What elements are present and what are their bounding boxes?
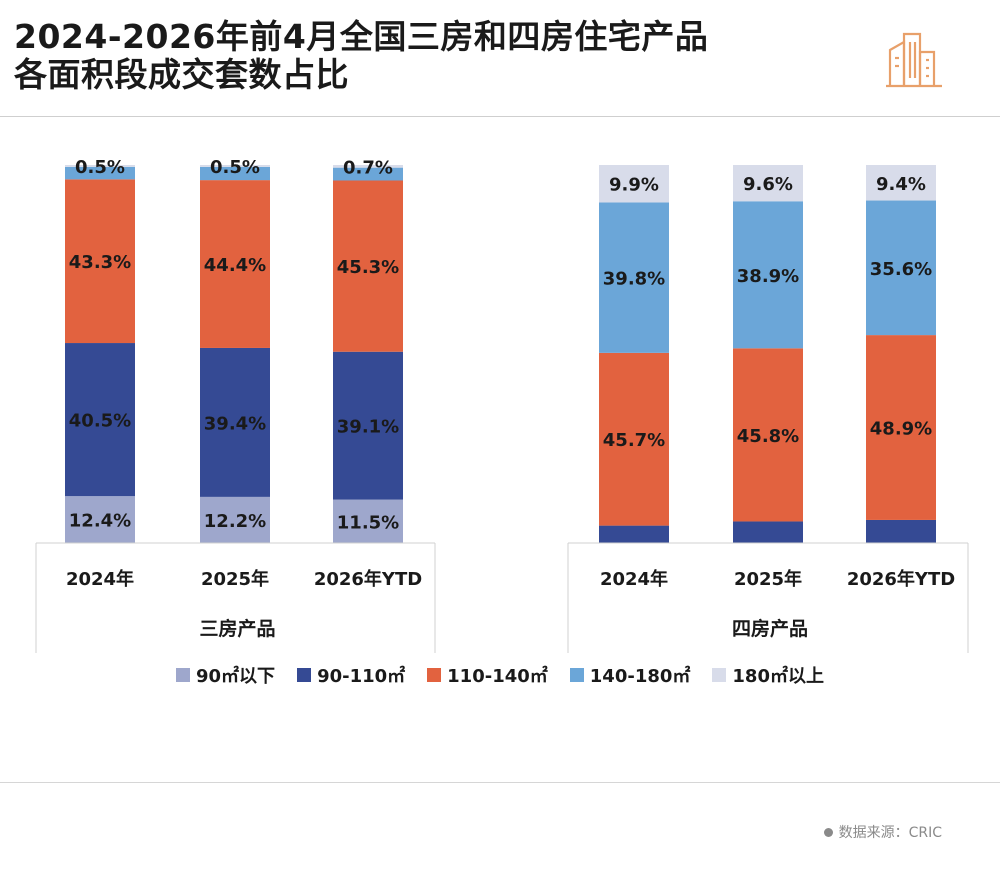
source-text: 数据来源：CRIC bbox=[838, 825, 942, 841]
data-label-1-1-1: 12.4% bbox=[69, 511, 131, 532]
chart-title: 2024-2026年前4月全国三房和四房住宅产品 各面积段成交套数占比 bbox=[14, 18, 708, 94]
bullet-dot-icon bbox=[823, 827, 833, 837]
data-label-1-1-3: 43.3% bbox=[69, 252, 131, 273]
source-note: 数据来源：CRIC bbox=[823, 822, 942, 842]
chart-legend: 90㎡以下 90-110㎡ 110-140㎡ 140-180㎡ 180㎡以上 bbox=[0, 662, 1000, 688]
legend-swatch-3 bbox=[427, 668, 442, 682]
bar-segment-1-3-3 bbox=[333, 180, 403, 352]
legend-item-2: 90-110㎡ bbox=[297, 662, 405, 688]
data-label-1-3-1: 11.5% bbox=[337, 512, 399, 533]
legend-label-3: 110-140㎡ bbox=[447, 666, 548, 687]
group-label-1: 三房产品 bbox=[199, 617, 275, 640]
data-label-2-2-5: 9.6% bbox=[743, 174, 793, 195]
data-label-1-2-2: 39.4% bbox=[204, 413, 266, 434]
data-label-1-2-5: 0.5% bbox=[210, 157, 260, 178]
bar-segment-2-3-4 bbox=[866, 200, 936, 336]
category-label-2-2: 2025年 bbox=[734, 568, 802, 590]
bar-segment-1-1-4 bbox=[65, 166, 135, 180]
data-label-2-1-4: 39.8% bbox=[603, 269, 665, 290]
data-label-1-3-5: 0.7% bbox=[343, 157, 393, 178]
data-label-1-1-2: 40.5% bbox=[69, 411, 131, 432]
data-label-1-1-5: 0.5% bbox=[75, 157, 125, 178]
bar-segment-1-1-3 bbox=[65, 179, 135, 344]
bar-segment-1-3-1 bbox=[333, 499, 403, 543]
data-label-2-3-4: 35.6% bbox=[870, 259, 932, 280]
data-label-1-2-1: 12.2% bbox=[204, 511, 266, 532]
bar-segment-1-3-5 bbox=[333, 165, 403, 168]
legend-item-1: 90㎡以下 bbox=[176, 662, 275, 688]
bar-segment-1-2-4 bbox=[200, 166, 270, 181]
category-label-2-1: 2024年 bbox=[600, 568, 668, 590]
data-label-2-3-5: 9.4% bbox=[876, 174, 926, 195]
bar-group-1: 12.4% 40.5% 43.3% 0.5% 2024年 12.2% 39.4% 44.4% 0… bbox=[35, 157, 436, 653]
legend-swatch-2 bbox=[297, 668, 312, 682]
bar-segment-1-2-5 bbox=[200, 165, 270, 167]
category-label-1-1: 2024年 bbox=[66, 568, 134, 590]
bar-segment-2-3-3 bbox=[866, 335, 936, 520]
footer-divider bbox=[0, 782, 1000, 783]
bar-segment-2-2-2 bbox=[733, 521, 803, 543]
bar-segment-2-2-4 bbox=[733, 201, 803, 349]
stacked-bar-chart: 12.4% 40.5% 43.3% 0.5% 2024年 12.2% 39.4% 44.4% 0… bbox=[35, 157, 969, 653]
category-label-1-2: 2025年 bbox=[201, 568, 269, 590]
legend-swatch-5 bbox=[712, 668, 727, 682]
data-label-1-3-3: 45.3% bbox=[337, 257, 399, 278]
group-label-2: 四房产品 bbox=[732, 617, 808, 640]
title-divider bbox=[0, 116, 1000, 117]
bar-segment-2-3-2 bbox=[866, 519, 936, 543]
bar-segment-2-2-3 bbox=[733, 348, 803, 522]
bar-segment-2-1-2 bbox=[599, 525, 669, 543]
bar-segment-1-2-3 bbox=[200, 180, 270, 348]
bar-segment-1-3-2 bbox=[333, 351, 403, 500]
data-label-2-3-3: 48.9% bbox=[870, 419, 932, 440]
bar-segment-1-1-5 bbox=[65, 165, 135, 167]
legend-item-4: 140-180㎡ bbox=[569, 662, 691, 688]
bar-segment-2-1-3 bbox=[599, 352, 669, 526]
bar-segment-1-1-2 bbox=[65, 343, 135, 497]
bar-segment-2-3-5 bbox=[866, 165, 936, 201]
bar-segment-1-2-1 bbox=[200, 496, 270, 543]
data-label-1-3-2: 39.1% bbox=[337, 417, 399, 438]
data-label-2-2-4: 38.9% bbox=[737, 266, 799, 287]
legend-swatch-1 bbox=[176, 668, 190, 682]
legend-label-2: 90-110㎡ bbox=[317, 666, 406, 687]
bar-segment-2-1-5 bbox=[599, 165, 669, 203]
bar-group-2: 45.7% 39.8% 9.9% 2024年 45.8% 38.9% 9.6% 2025年 48… bbox=[567, 165, 969, 653]
building-logo-icon bbox=[886, 32, 942, 88]
data-label-2-2-3: 45.8% bbox=[737, 426, 799, 447]
bar-segment-1-3-4 bbox=[333, 167, 403, 181]
data-label-2-1-5: 9.9% bbox=[609, 175, 659, 196]
category-label-2-3: 2026年YTD bbox=[847, 568, 955, 590]
legend-label-4: 140-180㎡ bbox=[589, 666, 691, 687]
legend-label-1: 90㎡以下 bbox=[196, 666, 276, 687]
legend-label-5: 180㎡以上 bbox=[732, 666, 824, 687]
legend-item-3: 110-140㎡ bbox=[427, 662, 548, 688]
title-line-2: 各面积段成交套数占比 bbox=[14, 55, 349, 94]
bar-segment-2-2-5 bbox=[733, 165, 803, 202]
data-label-2-1-3: 45.7% bbox=[603, 430, 665, 451]
bar-segment-1-2-2 bbox=[200, 347, 270, 497]
title-line-1: 2024-2026年前4月全国三房和四房住宅产品 bbox=[14, 17, 709, 56]
legend-item-5: 180㎡以上 bbox=[712, 662, 824, 688]
legend-swatch-4 bbox=[569, 668, 584, 682]
data-label-1-2-3: 44.4% bbox=[204, 255, 266, 276]
bar-segment-2-1-4 bbox=[599, 202, 669, 353]
bar-segment-1-1-1 bbox=[65, 496, 135, 543]
category-label-1-3: 2026年YTD bbox=[314, 568, 422, 590]
